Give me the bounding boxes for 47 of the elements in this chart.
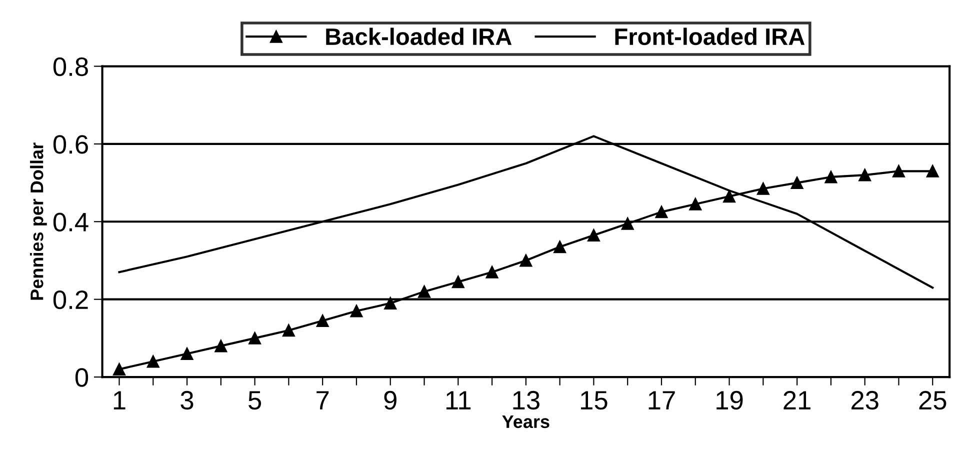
y-tick-label: 0: [75, 368, 88, 387]
y-tick-label: 0.6: [53, 135, 88, 154]
y-tick-label: 0.4: [53, 212, 88, 232]
x-tick-label: 15: [581, 391, 608, 410]
y-axis-title: Pennies per Dollar: [30, 142, 47, 300]
point: [316, 314, 329, 327]
x-tick-label: 3: [180, 390, 194, 410]
x-tick-label: 5: [248, 391, 262, 410]
y-tick-label: 0.2: [53, 290, 88, 310]
point: [146, 355, 160, 368]
point: [384, 296, 397, 310]
point: [892, 164, 905, 178]
x-tick-label: 9: [384, 390, 396, 410]
x-tick-label: 17: [648, 391, 675, 410]
x-tick-label: 13: [513, 390, 540, 410]
point: [282, 324, 295, 337]
point: [214, 340, 228, 352]
x-tick-label: 7: [316, 391, 329, 410]
point: [180, 347, 194, 360]
x-tick-label: 1: [114, 391, 126, 410]
x-tick-label: 19: [716, 390, 743, 410]
point: [418, 285, 431, 298]
point: [350, 304, 363, 318]
point: [824, 170, 838, 184]
point: [790, 176, 804, 190]
legend-label: Front-loaded IRA: [615, 28, 805, 46]
point: [621, 217, 634, 230]
x-tick-label: 11: [446, 391, 471, 410]
point: [655, 206, 668, 218]
y-tick-label: 0.8: [53, 57, 88, 76]
point: [689, 198, 702, 210]
point: [587, 228, 600, 242]
point: [926, 164, 939, 178]
x-tick-label: 21: [784, 390, 810, 410]
point: [858, 168, 872, 182]
point: [452, 276, 464, 288]
point: [520, 254, 532, 267]
legend-label: Back-loaded IRA: [326, 28, 512, 46]
point: [248, 332, 262, 344]
point: [756, 182, 770, 195]
point: [112, 363, 126, 376]
point: [723, 190, 736, 203]
x-axis-title: Years: [502, 415, 550, 428]
x-tick-label: 25: [919, 390, 946, 410]
point: [554, 240, 566, 254]
x-tick-label: 23: [851, 390, 878, 410]
point: [486, 266, 498, 278]
